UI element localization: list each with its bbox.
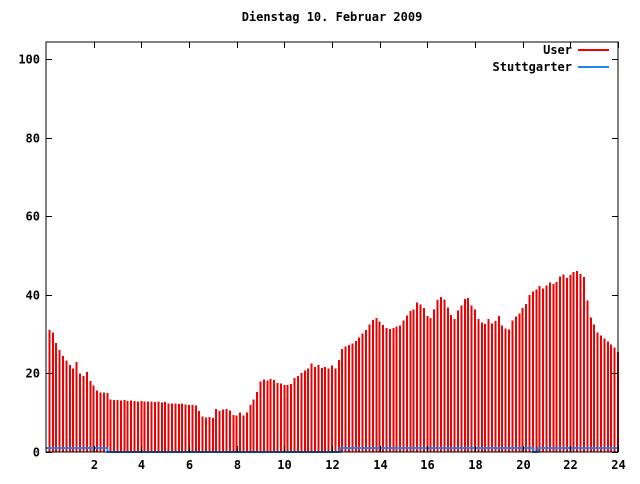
- svg-text:12: 12: [325, 458, 339, 472]
- legend-label-user: User: [543, 43, 572, 57]
- svg-text:18: 18: [468, 458, 482, 472]
- svg-text:0: 0: [33, 446, 40, 460]
- svg-text:16: 16: [420, 458, 434, 472]
- svg-text:14: 14: [373, 458, 387, 472]
- legend-label-stuttgarter: Stuttgarter: [493, 60, 572, 74]
- svg-text:20: 20: [26, 367, 40, 381]
- svg-text:22: 22: [563, 458, 577, 472]
- x-axis-tick-labels: 2 4 6 8 10 12 14 16 18 20 22 24: [91, 458, 626, 472]
- user-bars-series: [48, 270, 619, 453]
- svg-text:10: 10: [277, 458, 291, 472]
- stuttgarter-line-series: [46, 447, 618, 453]
- svg-text:60: 60: [26, 210, 40, 224]
- axis-ticks: [46, 42, 619, 453]
- svg-text:6: 6: [186, 458, 193, 472]
- svg-text:20: 20: [516, 458, 530, 472]
- y-axis-tick-labels: 0 20 40 60 80 100: [18, 53, 40, 460]
- svg-text:2: 2: [91, 458, 98, 472]
- svg-text:100: 100: [18, 53, 40, 67]
- svg-text:4: 4: [138, 458, 145, 472]
- svg-text:8: 8: [234, 458, 241, 472]
- legend: User Stuttgarter: [493, 43, 609, 74]
- svg-text:40: 40: [26, 289, 40, 303]
- svg-text:80: 80: [26, 132, 40, 146]
- svg-text:24: 24: [611, 458, 625, 472]
- chart-title: Dienstag 10. Februar 2009: [242, 10, 423, 24]
